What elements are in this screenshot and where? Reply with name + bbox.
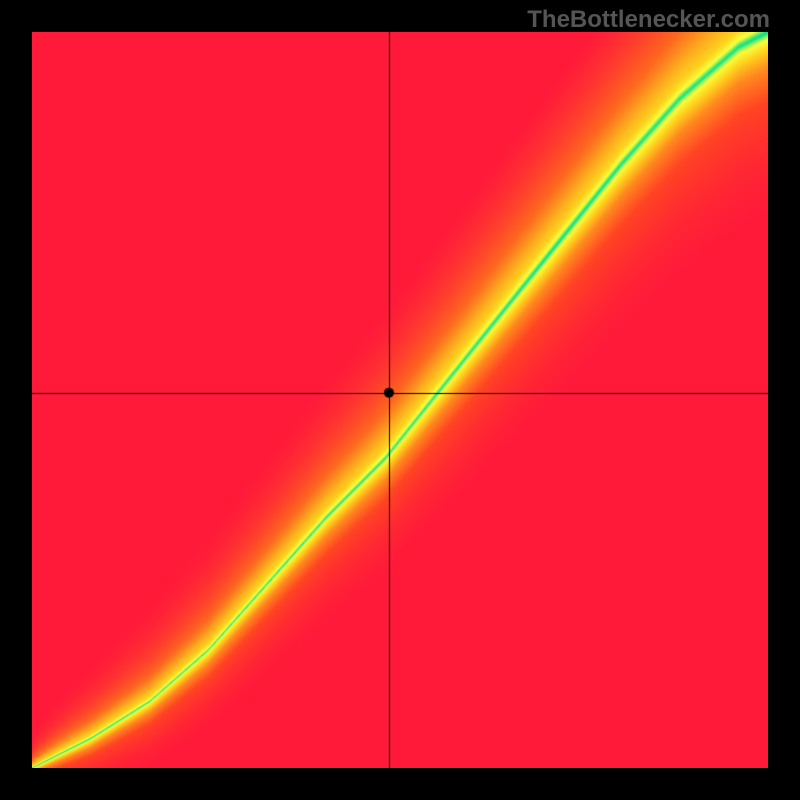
chart-container: TheBottlenecker.com	[0, 0, 800, 800]
bottleneck-heatmap	[32, 32, 768, 768]
watermark-text: TheBottlenecker.com	[527, 6, 770, 34]
